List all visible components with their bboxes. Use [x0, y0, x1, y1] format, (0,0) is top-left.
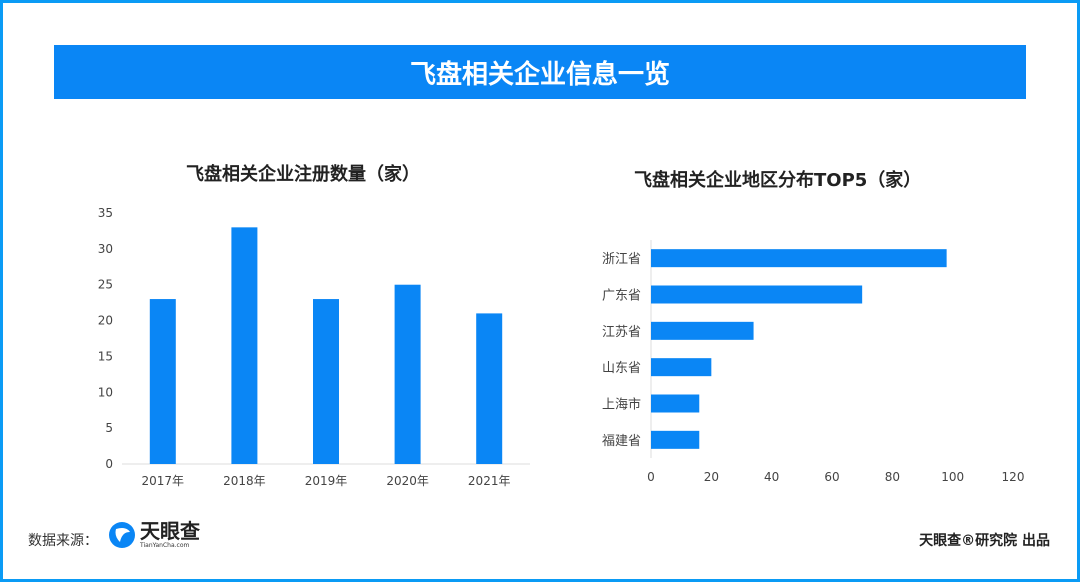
x-tick-label: 2021年 — [468, 474, 511, 488]
x-tick-label: 2018年 — [223, 474, 266, 488]
y-tick-label: 广东省 — [602, 289, 641, 304]
logo-wordmark: 天眼查 TianYanCha.com — [140, 520, 200, 550]
bar-2020年 — [394, 284, 421, 464]
registrations-chart: 0 5 10 15 20 25 30 35 2017年 2018年 2019年 2020年 2021年 — [98, 206, 530, 488]
y-tick-label: 江苏省 — [602, 324, 641, 340]
chart-title-registrations: 飞盘相关企业注册数量（家） — [186, 164, 420, 185]
y-tick-label: 20 — [98, 314, 113, 328]
logo-text: 天眼查 — [140, 519, 200, 543]
x-tick-label: 2017年 — [142, 474, 185, 488]
y-tick-label: 浙江省 — [602, 252, 641, 267]
logo-icon — [109, 522, 135, 548]
y-tick-label: 25 — [98, 278, 113, 292]
y-tick-label: 30 — [98, 242, 113, 256]
publisher-label: 天眼查®研究院 出品 — [919, 533, 1050, 549]
bar-上海市 — [651, 394, 700, 413]
y-tick-label: 福建省 — [602, 434, 641, 449]
x-tick-label: 2020年 — [386, 474, 429, 488]
x-tick-label: 40 — [764, 470, 779, 484]
source-label: 数据来源： — [28, 533, 98, 549]
page-title: 飞盘相关企业信息一览 — [54, 45, 1026, 99]
y-tick-label: 15 — [98, 349, 113, 363]
bar-2017年 — [149, 299, 176, 464]
bar-广东省 — [651, 285, 863, 304]
x-tick-label: 100 — [941, 470, 964, 484]
x-tick-label: 120 — [1002, 470, 1025, 484]
x-tick-label: 2019年 — [305, 474, 348, 488]
tianyancha-logo: 天眼查 TianYanCha.com — [108, 520, 200, 550]
bar-福建省 — [651, 430, 700, 449]
logo-subtext: TianYanCha.com — [140, 542, 190, 549]
y-tick-label: 上海市 — [602, 397, 641, 413]
x-tick-label: 20 — [704, 470, 719, 484]
bar-江苏省 — [651, 321, 754, 340]
bar-2018年 — [231, 227, 258, 464]
y-tick-label: 10 — [98, 385, 113, 399]
bar-2021年 — [476, 313, 503, 464]
bar-山东省 — [651, 358, 712, 377]
x-tick-label: 80 — [885, 470, 900, 484]
chart-title-regions: 飞盘相关企业地区分布TOP5（家） — [634, 170, 922, 191]
x-tick-label: 0 — [647, 470, 655, 484]
bar-浙江省 — [651, 249, 947, 268]
bar-2019年 — [313, 299, 339, 464]
x-tick-label: 60 — [824, 470, 839, 484]
y-tick-label: 山东省 — [602, 361, 641, 376]
y-tick-label: 0 — [105, 457, 113, 471]
y-tick-label: 35 — [98, 206, 113, 220]
y-tick-label: 5 — [105, 421, 113, 435]
